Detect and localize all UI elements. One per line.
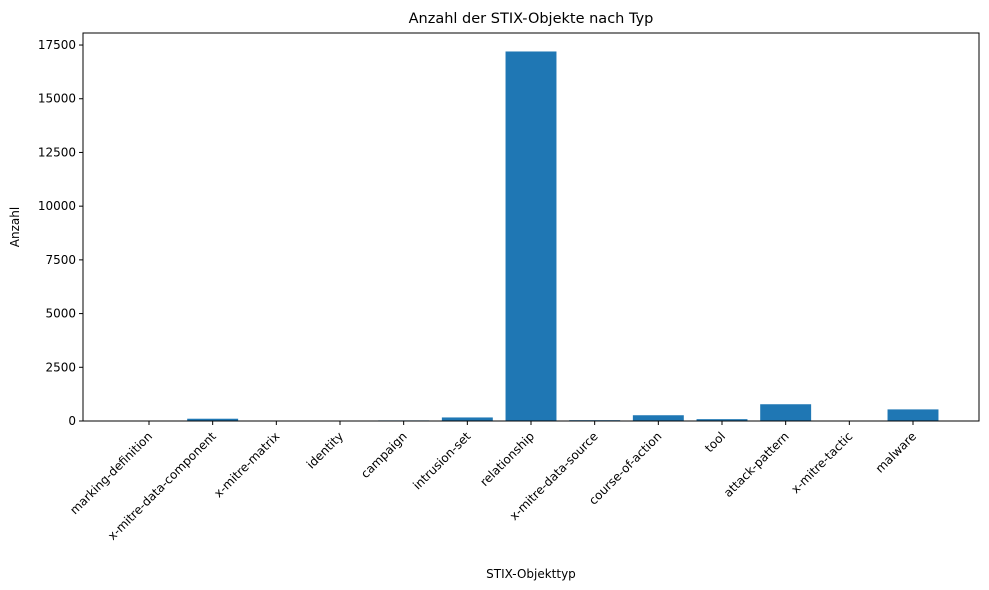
x-tick-label: x-mitre-data-component xyxy=(105,429,219,543)
bar xyxy=(696,419,748,421)
x-axis-ticks: marking-definitionx-mitre-data-component… xyxy=(67,421,919,543)
x-axis-label: STIX-Objekttyp xyxy=(486,567,576,581)
y-tick-label: 10000 xyxy=(38,199,76,213)
x-tick-label: malware xyxy=(873,429,919,475)
bar xyxy=(441,417,493,421)
x-tick-label: tool xyxy=(702,429,728,455)
plot-frame xyxy=(82,32,980,422)
bar xyxy=(760,404,812,421)
bar xyxy=(505,51,557,421)
y-tick-label: 7500 xyxy=(45,253,76,267)
x-tick-label: campaign xyxy=(358,429,410,481)
y-tick-label: 5000 xyxy=(45,307,76,321)
x-tick-label: identity xyxy=(304,429,346,471)
x-tick-label: relationship xyxy=(477,429,537,489)
bars xyxy=(123,51,939,421)
y-tick-label: 0 xyxy=(68,414,76,428)
y-tick-label: 17500 xyxy=(38,38,76,52)
y-axis-ticks: 0 2500 5000 7500 10000 12500 15000 17500 xyxy=(38,38,83,428)
bar xyxy=(887,409,939,421)
bar xyxy=(632,415,684,421)
chart-title: Anzahl der STIX-Objekte nach Typ xyxy=(409,11,654,27)
x-tick-label: x-mitre-matrix xyxy=(211,429,282,500)
x-tick-label: intrusion-set xyxy=(410,429,473,492)
y-tick-label: 15000 xyxy=(38,92,76,106)
x-tick-label: x-mitre-tactic xyxy=(788,429,855,496)
x-tick-label: attack-pattern xyxy=(721,429,792,500)
y-tick-label: 12500 xyxy=(38,145,76,159)
y-tick-label: 2500 xyxy=(45,360,76,374)
bar xyxy=(187,418,239,421)
y-axis-label: Anzahl xyxy=(8,207,22,247)
